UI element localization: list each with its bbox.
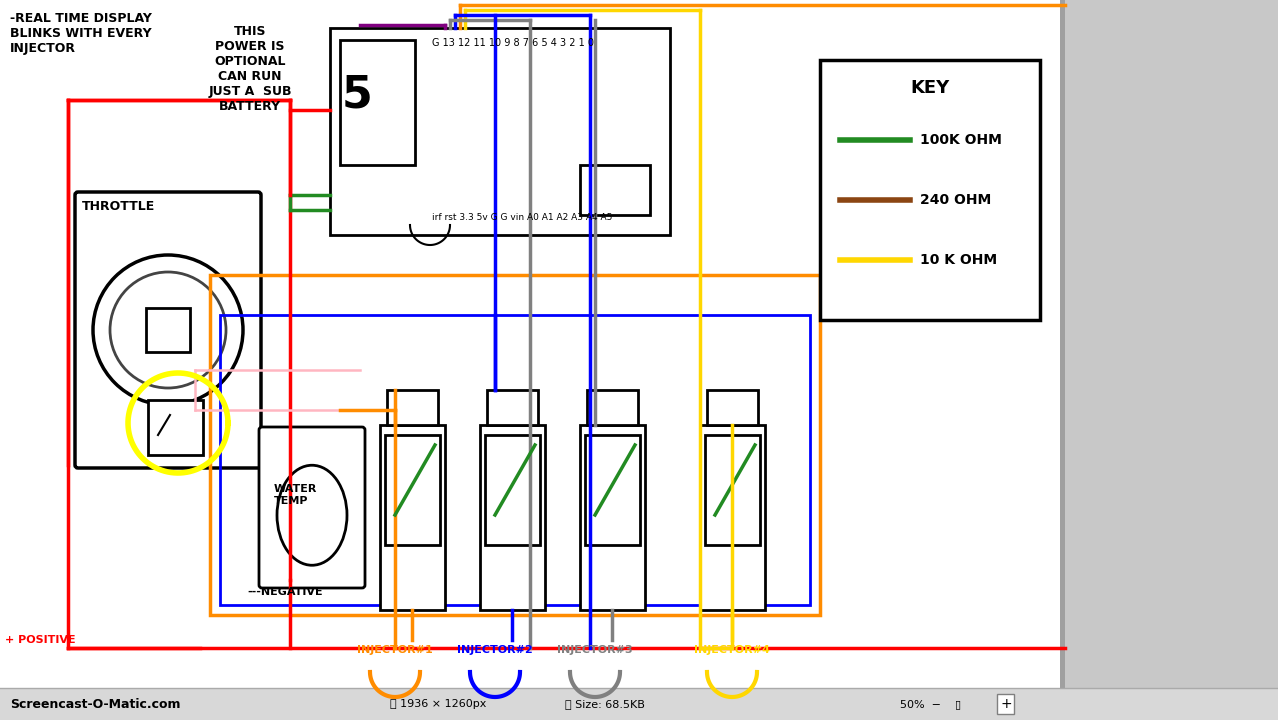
Text: INJECTOR#3: INJECTOR#3: [557, 645, 633, 655]
Text: ⎘ Size: 68.5KB: ⎘ Size: 68.5KB: [565, 699, 645, 709]
FancyBboxPatch shape: [580, 165, 651, 215]
Text: INJECTOR#4: INJECTOR#4: [694, 645, 769, 655]
FancyBboxPatch shape: [700, 425, 766, 610]
Circle shape: [93, 255, 243, 405]
FancyBboxPatch shape: [148, 400, 203, 455]
FancyBboxPatch shape: [146, 308, 190, 352]
Text: 50%  −    ▯: 50% − ▯: [900, 699, 961, 709]
Text: INJECTOR#2: INJECTOR#2: [458, 645, 533, 655]
Text: +: +: [999, 697, 1012, 711]
FancyBboxPatch shape: [1059, 0, 1065, 690]
Text: ---NEGATIVE: ---NEGATIVE: [247, 587, 322, 597]
Text: INJECTOR#1: INJECTOR#1: [357, 645, 433, 655]
Text: 10 K OHM: 10 K OHM: [920, 253, 997, 267]
Text: Screencast-O-Matic.com: Screencast-O-Matic.com: [10, 698, 180, 711]
FancyBboxPatch shape: [0, 688, 1278, 720]
FancyBboxPatch shape: [340, 40, 415, 165]
FancyBboxPatch shape: [481, 425, 544, 610]
Text: -REAL TIME DISPLAY
BLINKS WITH EVERY
INJECTOR: -REAL TIME DISPLAY BLINKS WITH EVERY INJ…: [10, 12, 152, 55]
Text: 100K OHM: 100K OHM: [920, 133, 1002, 147]
FancyBboxPatch shape: [487, 390, 538, 425]
Text: WATER
TEMP: WATER TEMP: [273, 485, 317, 506]
FancyBboxPatch shape: [380, 425, 445, 610]
FancyBboxPatch shape: [387, 390, 438, 425]
FancyBboxPatch shape: [580, 425, 645, 610]
FancyBboxPatch shape: [259, 427, 366, 588]
FancyBboxPatch shape: [820, 60, 1040, 320]
Text: irf rst 3.3 5v G G vin A0 A1 A2 A3 A4 A5: irf rst 3.3 5v G G vin A0 A1 A2 A3 A4 A5: [432, 213, 612, 222]
FancyBboxPatch shape: [1065, 0, 1278, 690]
FancyBboxPatch shape: [75, 192, 261, 468]
Circle shape: [110, 272, 226, 388]
Text: THIS
POWER IS
OPTIONAL
CAN RUN
JUST A  SUB
BATTERY: THIS POWER IS OPTIONAL CAN RUN JUST A SU…: [208, 25, 291, 113]
FancyBboxPatch shape: [707, 390, 758, 425]
FancyBboxPatch shape: [385, 435, 440, 545]
FancyBboxPatch shape: [330, 28, 670, 235]
Text: THROTTLE: THROTTLE: [82, 200, 155, 213]
Text: G 13 12 11 10 9 8 7 6 5 4 3 2 1 0: G 13 12 11 10 9 8 7 6 5 4 3 2 1 0: [432, 38, 594, 48]
Text: + POSITIVE: + POSITIVE: [5, 635, 75, 645]
Text: 240 OHM: 240 OHM: [920, 193, 992, 207]
FancyBboxPatch shape: [585, 435, 640, 545]
Text: KEY: KEY: [910, 79, 950, 97]
Ellipse shape: [277, 465, 348, 565]
Text: 5: 5: [341, 73, 372, 117]
FancyBboxPatch shape: [484, 435, 541, 545]
FancyBboxPatch shape: [587, 390, 638, 425]
Text: ⎘ 1936 × 1260px: ⎘ 1936 × 1260px: [390, 699, 487, 709]
FancyBboxPatch shape: [705, 435, 760, 545]
